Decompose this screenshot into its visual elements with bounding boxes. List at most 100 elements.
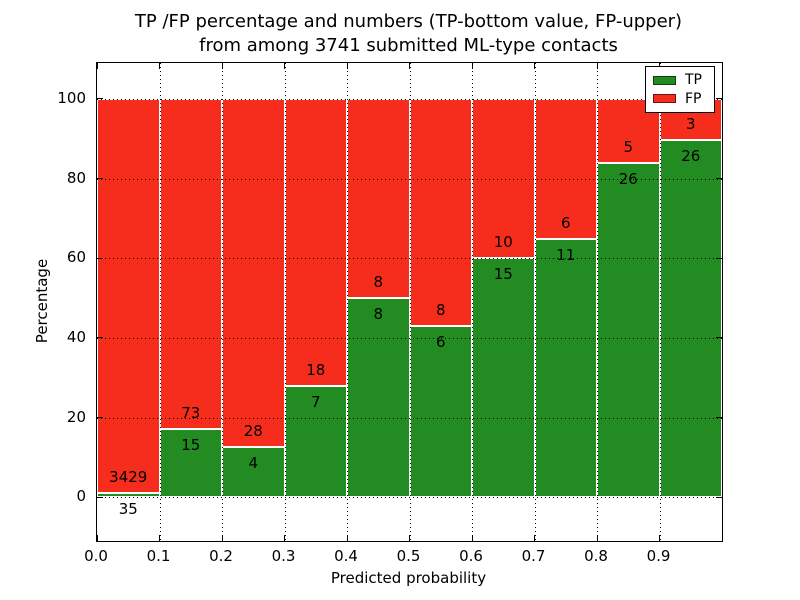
x-tick-mark <box>346 535 348 541</box>
bar-tp-segment <box>159 429 222 498</box>
fp-count-label: 73 <box>181 404 201 423</box>
x-tick-mark <box>534 535 535 541</box>
bar-tp-segment <box>534 239 597 498</box>
chart-title-line1: TP /FP percentage and numbers (TP-bottom… <box>134 11 683 32</box>
bar-fp-segment <box>159 98 222 430</box>
v-gridline <box>534 63 536 541</box>
v-gridline <box>222 63 223 541</box>
fp-count-label: 6 <box>560 214 571 233</box>
chart-title: TP /FP percentage and numbers (TP-bottom… <box>96 10 721 58</box>
v-gridline <box>659 63 661 541</box>
y-tick-mark-right <box>716 257 722 259</box>
fp-count-label: 3429 <box>109 468 148 487</box>
v-gridline <box>597 63 598 541</box>
x-tick-mark-top <box>534 63 535 69</box>
y-tick-label: 60 <box>66 248 86 267</box>
y-tick-mark-right <box>716 496 722 498</box>
v-gridline <box>472 63 473 541</box>
v-gridline <box>159 63 161 541</box>
legend-tp-swatch-icon <box>653 75 676 85</box>
bar-fp-segment <box>97 98 160 494</box>
y-tick-mark <box>97 496 103 498</box>
tp-count-label: 6 <box>435 333 446 352</box>
bar-tp-segment <box>284 385 347 498</box>
x-tick-mark <box>659 535 660 541</box>
fp-count-label: 5 <box>623 138 634 157</box>
x-tick-mark-top <box>159 63 160 69</box>
fp-count-label: 10 <box>493 233 513 252</box>
x-tick-mark-top <box>596 63 598 69</box>
x-tick-mark-top <box>471 63 473 69</box>
y-tick-label: 100 <box>57 88 86 107</box>
y-tick-mark <box>97 417 103 419</box>
bar-tp-segment <box>409 326 472 498</box>
legend-fp-label: FP <box>685 90 702 107</box>
y-tick-label: 0 <box>76 487 86 506</box>
y-tick-mark <box>97 98 103 100</box>
y-tick-mark-right <box>716 417 722 419</box>
bar-tp-segment <box>347 298 410 498</box>
bar-tp-segment <box>659 140 722 498</box>
x-tick-label: 0.7 <box>521 547 546 565</box>
y-tick-label: 20 <box>66 407 86 426</box>
x-tick-mark <box>596 535 598 541</box>
tp-count-label: 15 <box>181 436 201 455</box>
x-tick-label: 0.2 <box>209 547 233 565</box>
y-tick-mark <box>97 337 103 339</box>
y-tick-mark-right <box>716 337 722 339</box>
y-tick-label: 40 <box>66 327 86 346</box>
x-tick-label: 0.3 <box>271 547 296 565</box>
x-tick-label: 0.4 <box>334 547 358 565</box>
tp-count-label: 4 <box>248 454 259 473</box>
x-axis-label: Predicted probability <box>330 569 487 587</box>
tp-count-label: 35 <box>118 500 138 519</box>
tp-count-label: 26 <box>618 170 638 189</box>
x-tick-label: 0.9 <box>646 547 671 565</box>
y-tick-mark-right <box>716 178 722 180</box>
tp-count-label: 8 <box>373 305 384 324</box>
x-tick-mark-top <box>221 63 223 69</box>
v-gridline <box>284 63 286 541</box>
x-tick-mark <box>284 535 285 541</box>
bar-fp-segment <box>222 98 285 448</box>
tp-count-label: 7 <box>310 392 321 411</box>
x-tick-label: 0.6 <box>459 547 483 565</box>
tp-count-label: 15 <box>493 265 513 284</box>
x-tick-mark-top <box>346 63 348 69</box>
v-gridline <box>409 63 411 541</box>
y-tick-mark <box>97 178 103 180</box>
x-tick-mark-top <box>96 63 98 69</box>
x-tick-label: 0.1 <box>146 547 171 565</box>
bar-tp-segment <box>97 493 160 498</box>
x-tick-label: 0.5 <box>396 547 421 565</box>
legend-fp-swatch-icon <box>653 94 676 104</box>
x-tick-mark <box>221 535 223 541</box>
x-tick-mark <box>159 535 160 541</box>
legend-tp-label: TP <box>685 72 702 89</box>
tp-count-label: 26 <box>681 147 701 166</box>
y-tick-mark-right <box>716 98 722 100</box>
bar-tp-segment <box>597 163 660 498</box>
legend: TP FP <box>645 66 715 113</box>
x-tick-label: 0.0 <box>84 547 108 565</box>
fp-count-label: 18 <box>306 360 326 379</box>
fp-count-label: 8 <box>373 273 384 292</box>
fp-count-label: 8 <box>435 301 446 320</box>
chart-title-line2: from among 3741 submitted ML-type contac… <box>199 35 618 56</box>
bar-fp-segment <box>409 98 472 327</box>
x-tick-mark <box>471 535 473 541</box>
tp-count-label: 11 <box>556 246 576 265</box>
bar-fp-segment <box>284 98 347 386</box>
y-tick-label: 80 <box>66 168 86 187</box>
y-tick-mark <box>97 257 103 259</box>
fp-count-label: 3 <box>685 115 696 134</box>
x-tick-mark <box>409 535 410 541</box>
v-gridline <box>347 63 348 541</box>
bar-fp-segment <box>347 98 410 298</box>
x-tick-mark-top <box>409 63 410 69</box>
legend-item-tp: TP <box>653 73 707 87</box>
plot-area: 3429 35 73 15 28 4 18 7 8 8 8 6 10 15 6 11 5 26 3 26 <box>96 62 723 542</box>
x-tick-mark <box>96 535 98 541</box>
x-tick-mark-top <box>284 63 285 69</box>
